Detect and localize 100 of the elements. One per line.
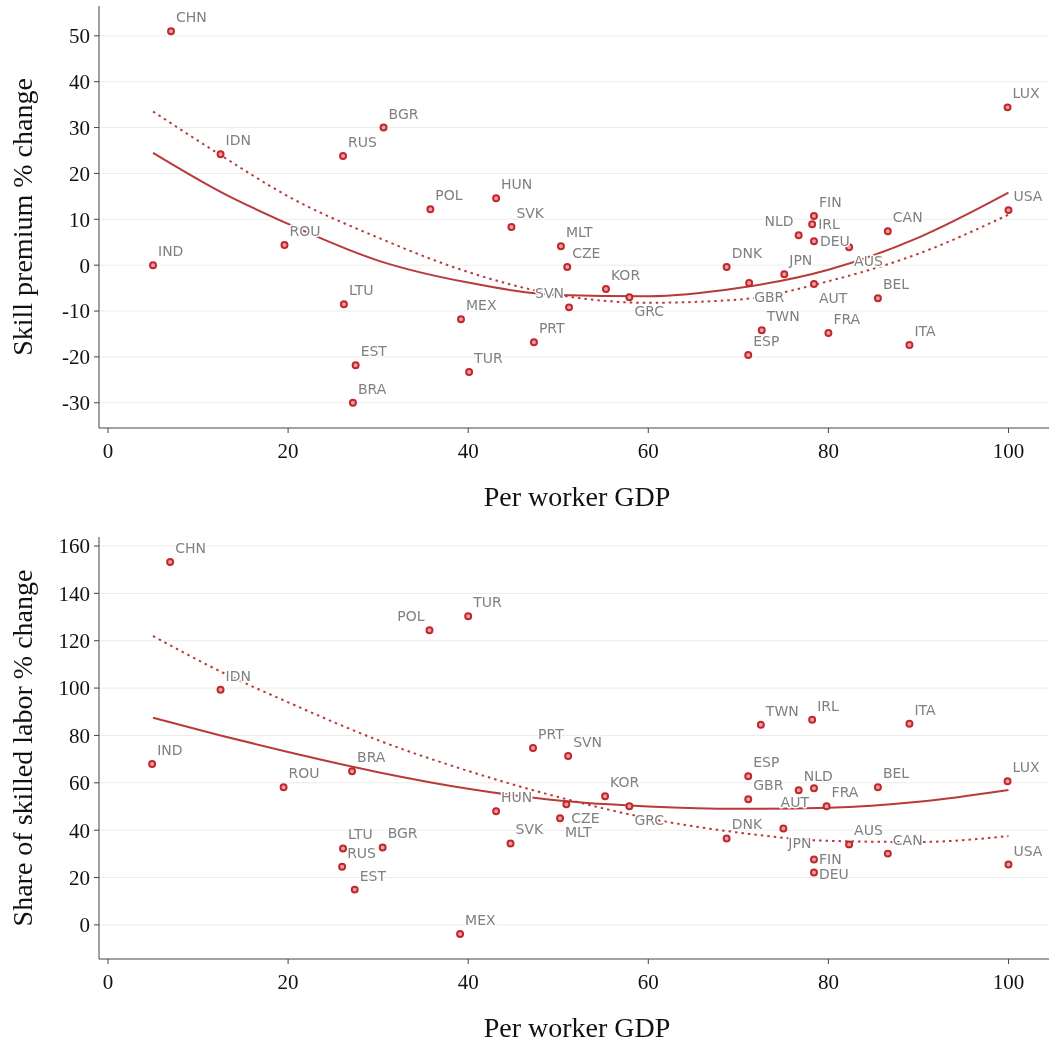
point: [339, 844, 348, 853]
data-label: NLD: [764, 213, 794, 230]
data-label: CHN: [176, 9, 207, 26]
data-label: BGR: [387, 825, 418, 842]
data-label: AUT: [780, 794, 810, 811]
y-tick-label: 100: [58, 676, 90, 701]
point: [492, 807, 501, 816]
data-label: SVK: [516, 205, 545, 222]
x-tick-label: 80: [817, 439, 839, 463]
data-label: MEX: [465, 297, 497, 314]
data-label: LUX: [1012, 759, 1040, 776]
point: [348, 398, 357, 407]
point: [339, 152, 348, 160]
data-label: PRT: [538, 320, 566, 337]
point: [563, 263, 572, 271]
data-label: MLT: [565, 824, 592, 841]
point: [339, 300, 348, 309]
data-label: JPN: [787, 834, 812, 851]
point: [564, 752, 573, 761]
point: [492, 194, 501, 203]
data-label: ITA: [914, 322, 937, 339]
point: [601, 792, 610, 801]
y-tick-label: 30: [69, 115, 90, 140]
y-tick-label: 40: [69, 818, 90, 843]
point: [845, 840, 854, 849]
data-label: TUR: [472, 594, 502, 611]
data-label: BRA: [357, 380, 387, 397]
point: [722, 263, 731, 271]
point: [625, 293, 634, 302]
y-tick-label: 40: [69, 70, 90, 95]
x-axis-title: Per worker GDP: [483, 481, 671, 512]
point: [809, 279, 818, 288]
data-label: FRA: [833, 311, 861, 328]
data-label: EST: [360, 343, 388, 360]
data-label: KOR: [610, 774, 640, 791]
x-tick-label: 60: [637, 439, 659, 463]
data-label: JPN: [788, 252, 813, 269]
point: [794, 231, 803, 240]
data-label: POL: [397, 608, 425, 625]
data-label: USA: [1013, 188, 1043, 205]
data-label: IRL: [817, 697, 840, 714]
point: [873, 783, 882, 792]
point: [426, 205, 435, 214]
point: [556, 814, 565, 823]
y-tick-label: 20: [69, 161, 90, 186]
data-label: GBR: [754, 289, 785, 306]
data-label: IDN: [225, 667, 251, 684]
point: [351, 361, 360, 370]
point: [822, 802, 831, 811]
y-axis-title: Skill premium % change: [7, 78, 38, 356]
data-label: BEL: [882, 765, 910, 782]
data-label: CAN: [892, 831, 923, 848]
data-label: ESP: [753, 333, 780, 350]
data-label: SVN: [573, 734, 603, 751]
y-tick-label: 50: [69, 24, 90, 49]
point: [809, 212, 818, 221]
data-label: AUS: [854, 253, 883, 270]
x-tick-label: 80: [817, 970, 839, 994]
y-tick-label: 160: [58, 534, 90, 559]
point: [809, 784, 818, 793]
x-tick-label: 100: [992, 970, 1025, 994]
data-label: BGR: [388, 105, 419, 122]
point: [756, 720, 765, 729]
data-label: DEU: [819, 233, 850, 250]
point: [883, 849, 892, 858]
point: [745, 279, 754, 288]
data-label: CZE: [571, 810, 600, 827]
point: [529, 744, 538, 752]
point: [338, 862, 347, 871]
point: [883, 227, 892, 236]
point: [1003, 103, 1012, 112]
x-tick-label: 0: [102, 439, 114, 463]
point: [1003, 777, 1012, 786]
x-tick-label: 0: [102, 970, 114, 994]
point: [148, 760, 157, 769]
point: [464, 612, 473, 621]
data-label: LTU: [348, 826, 373, 843]
point: [465, 368, 474, 377]
data-label: AUT: [818, 289, 848, 306]
point: [744, 351, 753, 360]
point: [166, 558, 175, 567]
point: [457, 315, 465, 324]
data-label: NLD: [803, 768, 833, 785]
x-axis-title: Per worker GDP: [483, 1012, 671, 1043]
point: [529, 338, 538, 347]
data-label: LTU: [348, 282, 374, 299]
point: [506, 839, 515, 848]
data-label: SVK: [515, 821, 544, 838]
data-label: ROU: [288, 765, 320, 782]
point: [348, 767, 357, 776]
data-label: CZE: [572, 245, 601, 261]
data-label: DNK: [731, 816, 763, 833]
data-label: FIN: [818, 194, 842, 211]
point: [507, 223, 516, 232]
data-label: HUN: [501, 176, 533, 193]
data-label: USA: [1013, 842, 1043, 859]
point: [425, 626, 434, 635]
x-tick-label: 20: [277, 439, 299, 463]
point: [873, 294, 882, 303]
data-label: MEX: [465, 911, 497, 928]
